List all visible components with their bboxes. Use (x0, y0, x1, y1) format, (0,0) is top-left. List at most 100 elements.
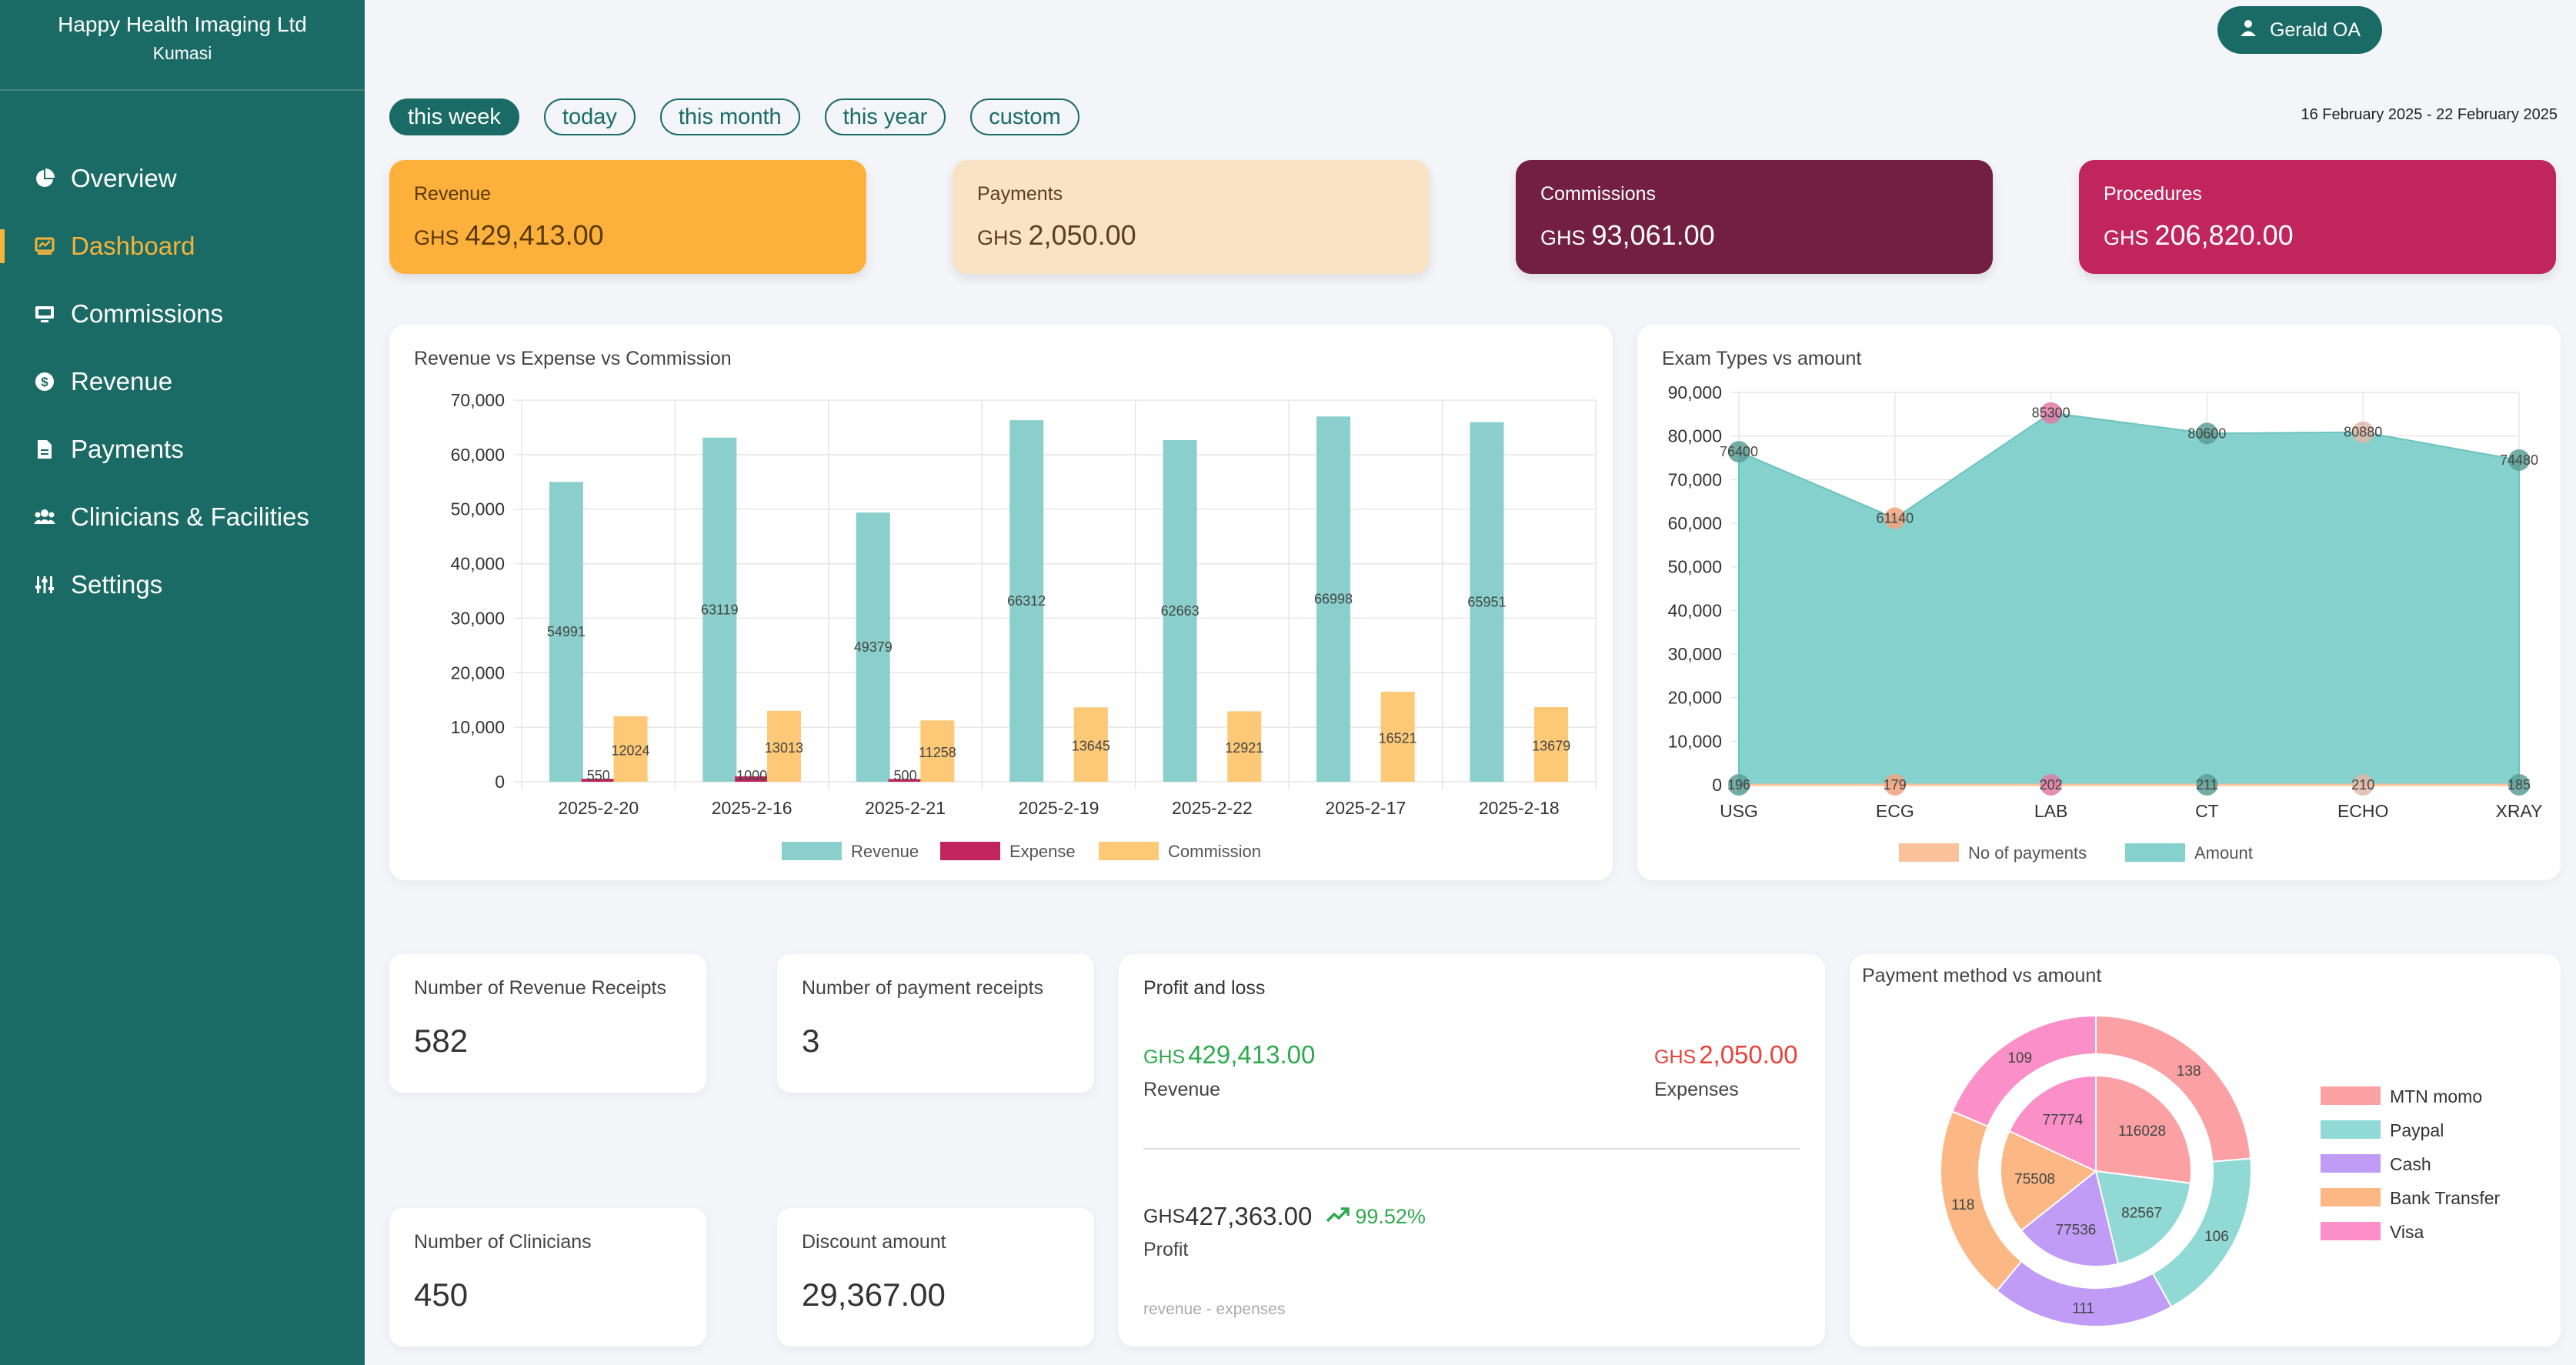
x-tick-label: 2025-2-16 (712, 798, 792, 818)
currency-label: GHS (1143, 1046, 1186, 1068)
sidebar-item-clinicians[interactable]: Clinicians & Facilities (0, 483, 365, 551)
stat-value: 429,413.00 (465, 219, 604, 251)
sidebar-item-label: Dashboard (71, 232, 195, 260)
y-tick-label: 70,000 (451, 390, 505, 410)
data-label: 49379 (854, 639, 893, 655)
data-label: 66998 (1314, 592, 1353, 607)
point-amount (2508, 449, 2530, 471)
sidebar-nav: Overview Dashboard Commissions $ Revenue… (0, 145, 365, 619)
filter-this-year[interactable]: this year (824, 98, 946, 135)
bar-expense (735, 776, 769, 782)
stat-currency: GHS (2104, 226, 2149, 249)
filter-this-week[interactable]: this week (389, 98, 519, 135)
profit-value: 427,363.00 (1185, 1202, 1313, 1230)
document-icon (34, 439, 55, 460)
card-value: 29,367.00 (802, 1277, 946, 1313)
divider (1143, 1148, 1800, 1150)
pie-chart: 138 106 111 118 109 116028 82567 77536 75508 7777… (1940, 1014, 2501, 1327)
formula-note: revenue - expenses (1143, 1300, 1286, 1318)
bar-commission (766, 710, 801, 782)
sidebar-item-overview[interactable]: Overview (0, 145, 365, 212)
y-tick-label: 30,000 (1668, 644, 1722, 664)
chart-title: Payment method vs amount (1862, 965, 2102, 986)
data-label: 13013 (765, 740, 803, 756)
y-tick-label: 0 (495, 772, 505, 792)
data-label: 138 (2177, 1063, 2201, 1080)
data-label: 13679 (1532, 739, 1570, 754)
card-value: 3 (802, 1023, 820, 1059)
data-label: 11258 (919, 745, 956, 760)
x-tick-label: 2025-2-17 (1325, 798, 1406, 818)
currency-label: GHS (1654, 1046, 1697, 1068)
y-tick-label: 80,000 (1668, 426, 1722, 446)
point-payments (2040, 774, 2062, 796)
bar-expense (888, 779, 923, 782)
legend-swatch (940, 842, 1000, 860)
data-label: 61140 (1876, 511, 1914, 526)
payment-receipts-card: Number of payment receipts 3 (777, 954, 1094, 1093)
bar-commission (920, 720, 955, 782)
card-value: 450 (414, 1277, 469, 1313)
legend-swatch (2321, 1154, 2381, 1173)
sidebar-item-label: Payments (71, 435, 184, 463)
company-name: Happy Health Imaging Ltd (58, 12, 307, 36)
bar-commission (613, 716, 648, 782)
data-label: 74480 (2500, 452, 2538, 468)
y-tick-label: 90,000 (1668, 382, 1722, 402)
filter-today[interactable]: today (543, 98, 636, 135)
x-tick-label: 2025-2-20 (558, 798, 639, 818)
data-label: 63119 (701, 602, 739, 617)
bar-commission (1534, 707, 1569, 782)
sidebar-item-payments[interactable]: Payments (0, 416, 365, 483)
x-tick-label: USG (1720, 801, 1758, 821)
commissions-stat-card: Commissions GHS 93,061.00 (1516, 160, 1993, 274)
bar-revenue (1163, 439, 1197, 782)
card-value: 582 (414, 1023, 469, 1059)
data-label: 80880 (2344, 425, 2382, 440)
filter-this-month[interactable]: this month (659, 98, 800, 135)
legend-label: Visa (2390, 1222, 2424, 1242)
data-label: 111 (2072, 1300, 2094, 1317)
sidebar-item-revenue[interactable]: $ Revenue (0, 348, 365, 416)
data-label: 85300 (2032, 405, 2070, 421)
data-label: 550 (587, 768, 610, 783)
stat-currency: GHS (1540, 226, 1586, 249)
sidebar-item-settings[interactable]: Settings (0, 551, 365, 619)
clinicians-card: Number of Clinicians 450 (389, 1208, 706, 1347)
user-icon (2239, 18, 2257, 42)
legend-label: Revenue (851, 842, 919, 861)
profit-label: Profit (1143, 1239, 1189, 1260)
sidebar-item-dashboard[interactable]: Dashboard (0, 212, 365, 280)
revenue-expense-chart-panel: Revenue vs Expense vs Commission 0 10,000… (389, 325, 1613, 880)
inner-slice (2095, 1074, 2192, 1184)
stat-label: Procedures (2104, 183, 2202, 205)
period-filters: this week today this month this year cus… (389, 98, 1079, 135)
x-tick-label: 2025-2-19 (1019, 798, 1099, 818)
stat-label: Commissions (1540, 183, 1657, 205)
sidebar-item-commissions[interactable]: Commissions (0, 280, 365, 348)
x-tick-label: LAB (2034, 801, 2067, 821)
data-label: 211 (2196, 777, 2218, 793)
dollar-icon: $ (34, 371, 55, 392)
expenses-block: GHS 2,050.00 Expenses (1654, 1040, 1798, 1101)
point-payments (1884, 774, 1906, 796)
point-payments (1728, 774, 1750, 796)
data-label: 116028 (2118, 1123, 2166, 1140)
profit-loss-panel: Profit and loss GHS 429,413.00 Revenue GH… (1119, 954, 1825, 1347)
procedures-stat-card: Procedures GHS 206,820.00 (2079, 160, 2556, 274)
filter-custom[interactable]: custom (970, 98, 1079, 135)
x-tick-label: 2025-2-22 (1172, 798, 1253, 818)
x-tick-label: CT (2195, 801, 2219, 821)
user-menu-button[interactable]: Gerald OA (2217, 6, 2382, 54)
legend-label: Amount (2194, 843, 2253, 863)
panel-title: Profit and loss (1143, 977, 1266, 999)
point-amount (2040, 402, 2062, 424)
profit-block: GHS 427,363.00 99.52% (1143, 1202, 1426, 1231)
sidebar: Happy Health Imaging Ltd Kumasi Overview… (0, 0, 365, 1365)
bar-commission (1380, 691, 1415, 782)
data-label: 1000 (736, 768, 767, 783)
card-label: Number of payment receipts (802, 977, 1044, 999)
bar-revenue (549, 482, 583, 782)
area-chart: 0 10,000 20,000 30,000 40,000 50,000 60,000 70,… (1668, 382, 2543, 863)
y-tick-label: 20,000 (1668, 688, 1722, 708)
